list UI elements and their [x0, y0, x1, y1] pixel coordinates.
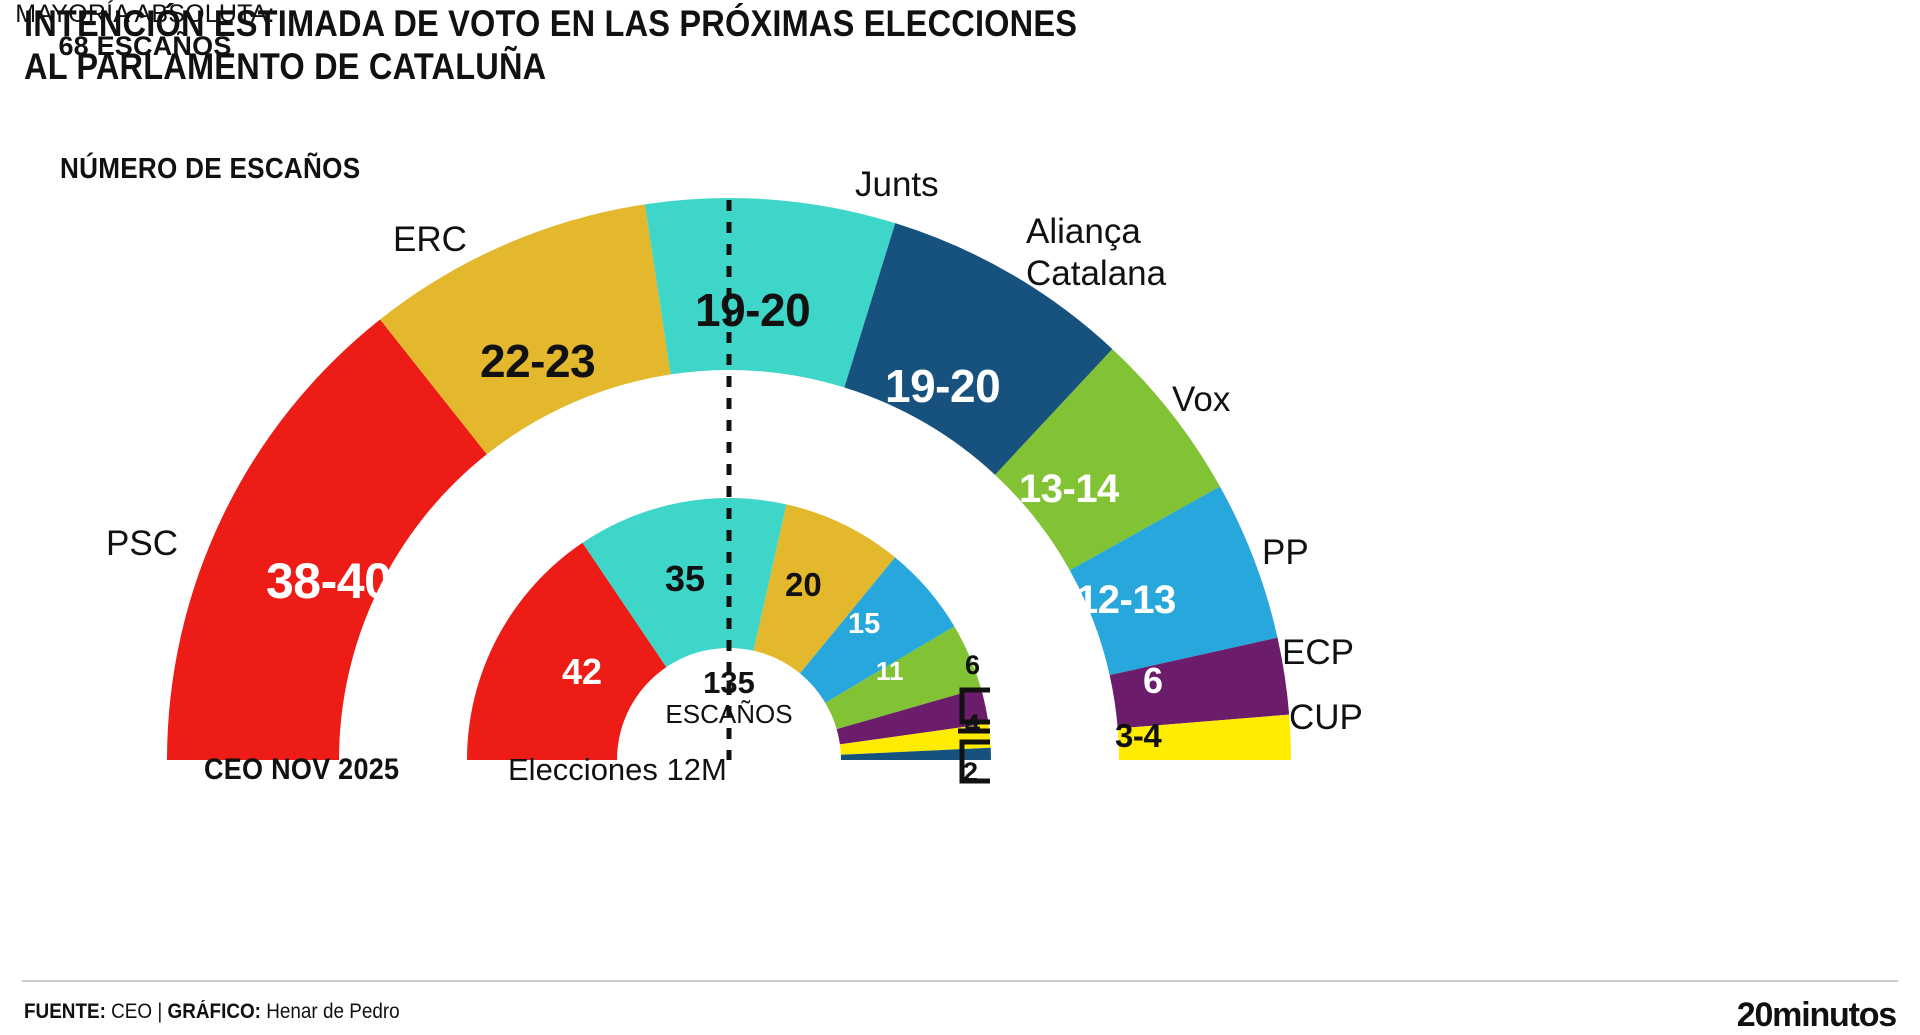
arc-segment-pp: [1069, 486, 1278, 676]
total-seats-number: 135: [703, 665, 755, 700]
party-label-psc: PSC: [106, 524, 178, 563]
inner-value-cup: 4: [965, 709, 981, 739]
inner-value-vox: 11: [876, 656, 904, 686]
leader-line-alianca: [959, 739, 990, 784]
party-label-cup: CUP: [1289, 698, 1363, 737]
party-label-junts: Junts: [855, 165, 939, 204]
inner-value-ecp: 6: [965, 650, 981, 680]
party-label-erc: ERC: [393, 220, 467, 259]
arc-segment-pp: [799, 557, 955, 703]
outer-value-junts: 19-20: [695, 284, 811, 336]
inner-value-junts: 35: [665, 558, 706, 599]
party-label-pp: PP: [1262, 533, 1309, 572]
outer-value-psc: 38-40: [266, 553, 392, 609]
inner-value-psc: 42: [562, 651, 603, 692]
inner-series-caption: Elecciones 12M: [508, 752, 727, 787]
arc-segment-vox: [995, 349, 1220, 571]
total-seats-unit: ESCAÑOS: [665, 699, 793, 729]
arc-segment-ecp: [836, 687, 989, 745]
arc-segment-aliança-catalana: [844, 223, 1113, 475]
arc-segment-psc: [167, 319, 487, 760]
arc-segment-vox: [825, 626, 981, 730]
page-title-line-2: AL PARLAMENTO DE CATALUÑA: [24, 46, 547, 87]
outer-value-pp: 12-13: [1076, 578, 1176, 622]
party-label-ecp: ECP: [1282, 633, 1354, 672]
absolute-majority-value: 68 ESCAÑOS: [58, 31, 232, 61]
outer-value-erc: 22-23: [480, 335, 596, 387]
inner-value-alianca: 2: [963, 757, 979, 787]
party-label-alianca-catalana: Aliança Catalana: [1026, 211, 1166, 295]
outer-value-vox: 13-14: [1019, 467, 1119, 511]
arc-segment-junts: [644, 197, 896, 388]
leader-lines-group: [958, 687, 990, 784]
arc-segment-aliança-catalana: [840, 747, 991, 760]
footer-source-value: CEO |: [105, 1000, 168, 1023]
footer-credit-value: Henar de Pedro: [260, 1000, 400, 1023]
footer-source-credit: FUENTE: CEO | GRÁFICO: Henar de Pedro: [24, 1000, 400, 1024]
arc-segment-cup: [839, 723, 991, 755]
arc-segment-junts: [582, 498, 787, 668]
footer-source-prefix: FUENTE:: [24, 1000, 106, 1023]
party-label-alianca-line-1: Aliança: [1026, 212, 1141, 251]
outer-value-cup: 3-4: [1115, 717, 1162, 754]
outer-value-alianca: 19-20: [885, 360, 1001, 412]
inner-value-pp: 15: [848, 608, 881, 640]
seats-legend-label: NÚMERO DE ESCAÑOS: [60, 153, 361, 185]
inner-ring-elecciones-12m: [467, 498, 991, 760]
total-seats-block: 135 ESCAÑOS: [636, 666, 822, 729]
footer-divider: [22, 980, 1898, 982]
arc-segment-cup: [1117, 714, 1291, 760]
arc-segment-erc: [380, 204, 671, 455]
outer-ring-ceo-nov-2025: [167, 197, 1291, 760]
party-label-vox: Vox: [1172, 380, 1231, 419]
page-title-line-1: INTENCIÓN ESTIMADA DE VOTO EN LAS PRÓXIM…: [24, 3, 1078, 44]
party-label-alianca-line-2: Catalana: [1026, 254, 1167, 293]
arc-segment-erc: [753, 504, 896, 674]
footer-credit-prefix: GRÁFICO:: [167, 1000, 261, 1023]
brand-logo-20minutos: 20minutos: [1736, 996, 1897, 1034]
outer-value-ecp: 6: [1143, 660, 1163, 701]
outer-series-caption: CEO NOV 2025: [204, 753, 400, 786]
absolute-majority-annotation: MAYORÍA ABSOLUTA: 68 ESCAÑOS: [0, 0, 290, 62]
page-title: INTENCIÓN ESTIMADA DE VOTO EN LAS PRÓXIM…: [24, 2, 1584, 88]
inner-value-erc: 20: [785, 566, 822, 603]
leader-line-ecp: [959, 687, 990, 725]
arc-segment-psc: [467, 542, 667, 760]
absolute-majority-label: MAYORÍA ABSOLUTA:: [15, 0, 275, 28]
arc-segment-ecp: [1109, 637, 1290, 729]
